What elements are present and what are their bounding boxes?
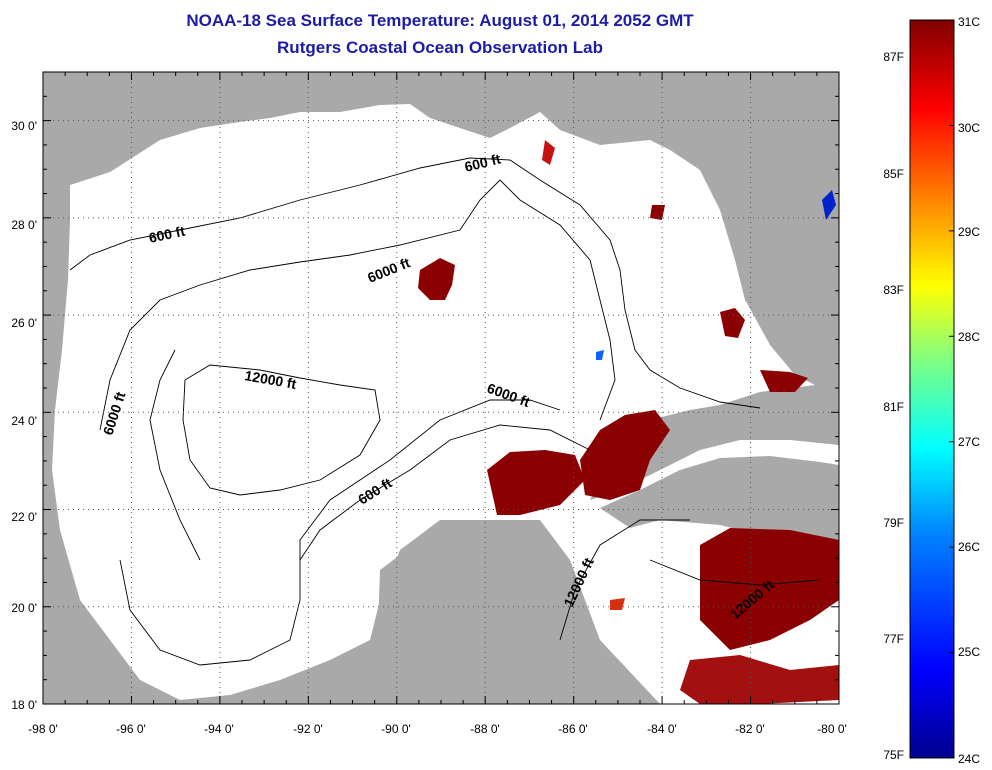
fahrenheit-label: 83F bbox=[883, 283, 904, 297]
lat-tick-label: 20 0' bbox=[11, 601, 37, 615]
lat-tick-label: 18 0' bbox=[11, 698, 37, 712]
celsius-label: 29C bbox=[958, 225, 980, 239]
colorbar: 31C 30C 29C 28C 27C 26C 25C 24C 87F 85F … bbox=[883, 15, 980, 766]
lon-tick-labels: -98 0' -96 0' -94 0' -92 0' -90 0' -88 0… bbox=[28, 722, 847, 736]
celsius-label: 26C bbox=[958, 540, 980, 554]
depth-contours bbox=[69, 157, 821, 666]
map-subtitle: Rutgers Coastal Ocean Observation Lab bbox=[277, 38, 603, 57]
fahrenheit-label: 79F bbox=[883, 516, 904, 530]
celsius-label: 24C bbox=[958, 752, 980, 766]
lon-tick-label: -92 0' bbox=[293, 722, 323, 736]
florida-peninsula bbox=[640, 72, 839, 385]
celsius-label: 28C bbox=[958, 330, 980, 344]
lon-tick-label: -86 0' bbox=[558, 722, 588, 736]
lon-tick-label: -94 0' bbox=[204, 722, 234, 736]
lon-tick-label: -84 0' bbox=[647, 722, 677, 736]
cuba-island bbox=[600, 456, 839, 528]
lon-tick-label: -88 0' bbox=[470, 722, 500, 736]
lat-tick-label: 24 0' bbox=[11, 414, 37, 428]
axis-ticks bbox=[42, 71, 840, 705]
contour-label: 600 ft bbox=[147, 223, 186, 246]
gulf-water bbox=[52, 104, 839, 704]
fahrenheit-label: 75F bbox=[883, 748, 904, 762]
grid-lines bbox=[43, 72, 839, 704]
sst-data-patches bbox=[418, 140, 839, 704]
celsius-label: 31C bbox=[958, 15, 980, 29]
lat-tick-label: 28 0' bbox=[11, 218, 37, 232]
lon-tick-label: -80 0' bbox=[817, 722, 847, 736]
map-title: NOAA-18 Sea Surface Temperature: August … bbox=[186, 11, 694, 30]
lon-tick-label: -82 0' bbox=[735, 722, 765, 736]
celsius-label: 30C bbox=[958, 121, 980, 135]
fahrenheit-label: 85F bbox=[883, 167, 904, 181]
yucatan-peninsula bbox=[378, 525, 565, 690]
celsius-label: 27C bbox=[958, 435, 980, 449]
lon-tick-label: -90 0' bbox=[381, 722, 411, 736]
celsius-label: 25C bbox=[958, 645, 980, 659]
fahrenheit-label: 81F bbox=[883, 400, 904, 414]
fahrenheit-label: 87F bbox=[883, 50, 904, 64]
fahrenheit-label: 77F bbox=[883, 632, 904, 646]
lat-tick-labels: 18 0' 20 0' 22 0' 24 0' 26 0' 28 0' 30 0… bbox=[11, 119, 37, 712]
lat-tick-label: 22 0' bbox=[11, 510, 37, 524]
lat-tick-label: 26 0' bbox=[11, 316, 37, 330]
lon-tick-label: -98 0' bbox=[28, 722, 58, 736]
lon-tick-label: -96 0' bbox=[116, 722, 146, 736]
lat-tick-label: 30 0' bbox=[11, 119, 37, 133]
colorbar-gradient bbox=[909, 19, 955, 759]
